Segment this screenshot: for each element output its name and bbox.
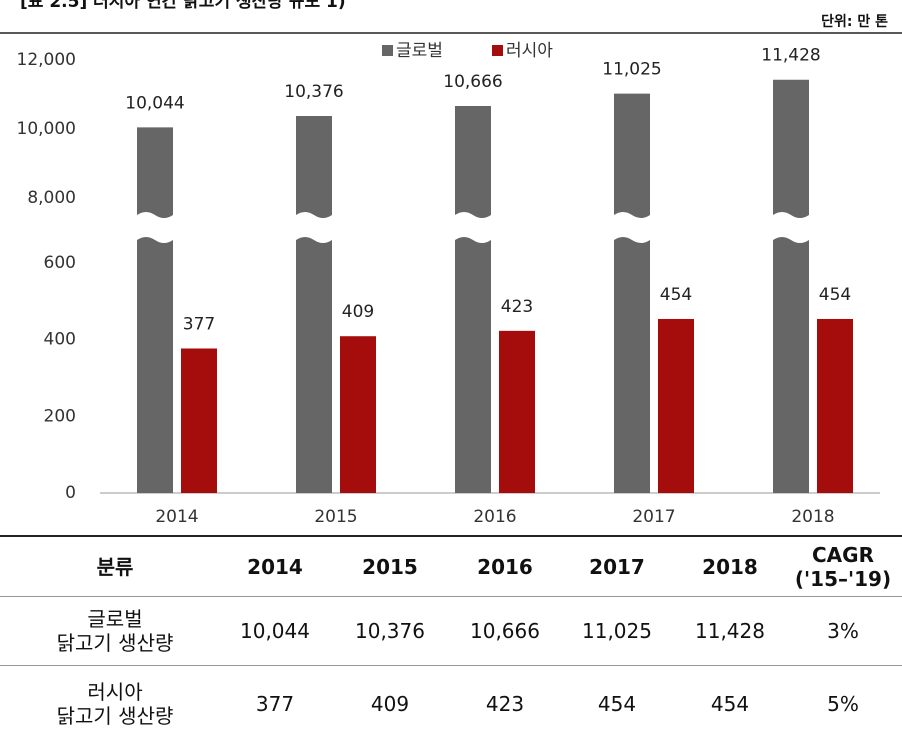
table-cell: 454: [710, 691, 750, 716]
table-cell: 10,376: [355, 619, 425, 643]
table-cell: 10,044: [240, 619, 310, 643]
bar: [614, 93, 650, 218]
chart: [표 2.5] 러시아 연간 닭고기 생산량 규모 1) 단위: 만 톤 0 20…: [0, 0, 902, 527]
table-rule: [0, 665, 902, 666]
y-tick-label: 10,000: [17, 119, 76, 139]
table-cell: 러시아 닭고기 생산량: [56, 679, 174, 728]
x-tick-label: 2015: [314, 507, 357, 527]
bar: [296, 115, 332, 218]
bar: [181, 348, 217, 493]
table-header-cell: CAGR ('15–'19): [794, 542, 892, 591]
table-header-cell: 2018: [702, 554, 758, 579]
table-rule: [0, 596, 902, 597]
table-cell: 11,428: [695, 619, 765, 643]
x-tick-label: 2017: [632, 507, 675, 527]
bar: [137, 127, 173, 218]
table-cell: 5%: [827, 691, 859, 716]
legend-label: 글로벌: [396, 41, 443, 61]
table-cell: 377: [255, 691, 295, 716]
table-header-cell: 2016: [477, 554, 533, 579]
data-label: 10,044: [125, 93, 184, 113]
y-tick-label: 0: [65, 483, 76, 503]
bar: [658, 318, 694, 493]
data-label: 10,666: [443, 72, 502, 92]
table-header-cell: 2014: [247, 554, 303, 579]
bar: [455, 105, 491, 218]
table-cell: 423: [485, 691, 525, 716]
data-label: 454: [660, 285, 692, 305]
data-label: 11,025: [602, 60, 661, 80]
table-cell: 454: [597, 691, 637, 716]
bar: [499, 330, 535, 493]
bar-lower-segment: [137, 237, 173, 493]
data-label: 423: [501, 297, 533, 317]
bar: [340, 336, 376, 493]
bar-lower-segment: [455, 237, 491, 493]
table-cell: 10,666: [470, 619, 540, 643]
y-tick-label: 12,000: [17, 50, 76, 70]
table-cell: 3%: [827, 619, 859, 643]
table-header-cell: 2017: [589, 554, 645, 579]
bar: [773, 79, 809, 218]
x-tick-label: 2018: [791, 507, 834, 527]
data-label: 454: [819, 285, 851, 305]
bar: [817, 318, 853, 493]
table-cell: 글로벌 닭고기 생산량: [56, 607, 174, 655]
x-tick-label: 2014: [155, 507, 198, 527]
table-header-cell: 2015: [362, 554, 418, 579]
legend-label: 러시아: [506, 41, 553, 61]
data-label: 10,376: [284, 82, 343, 102]
data-label: 409: [342, 302, 374, 322]
data-label: 377: [183, 314, 215, 334]
y-tick-label: 400: [44, 330, 76, 350]
table-rule: [0, 535, 902, 537]
bar-lower-segment: [296, 237, 332, 493]
legend-swatch: [492, 45, 503, 56]
x-tick-label: 2016: [473, 507, 516, 527]
y-tick-label: 600: [44, 253, 76, 273]
bar-lower-segment: [773, 237, 809, 493]
unit: 단위: 만 톤: [821, 13, 888, 30]
table-header-cell: 분류: [96, 554, 134, 579]
data-label: 11,428: [761, 46, 820, 66]
title: [표 2.5] 러시아 연간 닭고기 생산량 규모 1): [20, 0, 346, 12]
table-cell: 11,025: [582, 619, 652, 643]
y-tick-label: 8,000: [27, 188, 76, 208]
legend-swatch: [382, 45, 393, 56]
table-cell: 409: [370, 691, 410, 716]
bar-lower-segment: [614, 237, 650, 493]
y-tick-label: 200: [44, 406, 76, 426]
